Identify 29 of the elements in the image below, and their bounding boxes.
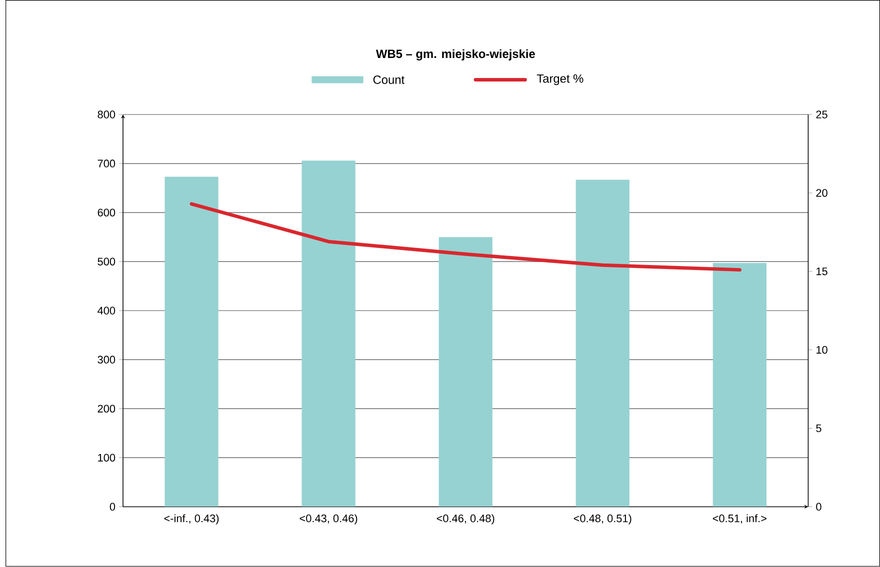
bar xyxy=(164,176,218,507)
y2-tick-label: 15 xyxy=(816,268,828,276)
bar xyxy=(438,237,492,507)
y-tick-label: 200 xyxy=(98,405,116,413)
x-tick-label: <-inf., 0.43) xyxy=(164,514,219,525)
y2-tick-label: 25 xyxy=(816,110,828,119)
x-tick-label: <0.46, 0.48) xyxy=(436,514,494,525)
y-tick-label: 500 xyxy=(98,258,116,266)
x-tick-label: <0.48, 0.51) xyxy=(574,514,632,525)
y-tick-label: 800 xyxy=(98,110,116,119)
x-tick-label: <0.51, inf.> xyxy=(712,514,766,524)
y2-tick-label: 20 xyxy=(816,189,828,197)
y-tick-label: 100 xyxy=(98,454,116,462)
y2-tick-label: 5 xyxy=(816,424,822,432)
y-tick-label: 400 xyxy=(98,306,116,315)
bar xyxy=(712,263,766,507)
x-tick-label: <0.43, 0.46) xyxy=(300,514,358,525)
legend-label: Target % xyxy=(536,74,584,86)
y-tick-label: 700 xyxy=(98,160,116,168)
line-series xyxy=(190,202,742,272)
y2-tick-label: 0 xyxy=(816,503,822,511)
chart-title: WB5 – gm. miejsko-wiejskie xyxy=(376,50,535,61)
y-tick-label: 0 xyxy=(110,503,116,511)
y2-tick-label: 10 xyxy=(816,346,828,354)
y-tick-label: 300 xyxy=(98,356,116,364)
y-tick-label: 600 xyxy=(98,208,116,217)
legend-label: Count xyxy=(373,76,404,84)
bar xyxy=(576,180,630,507)
bar xyxy=(302,160,356,507)
